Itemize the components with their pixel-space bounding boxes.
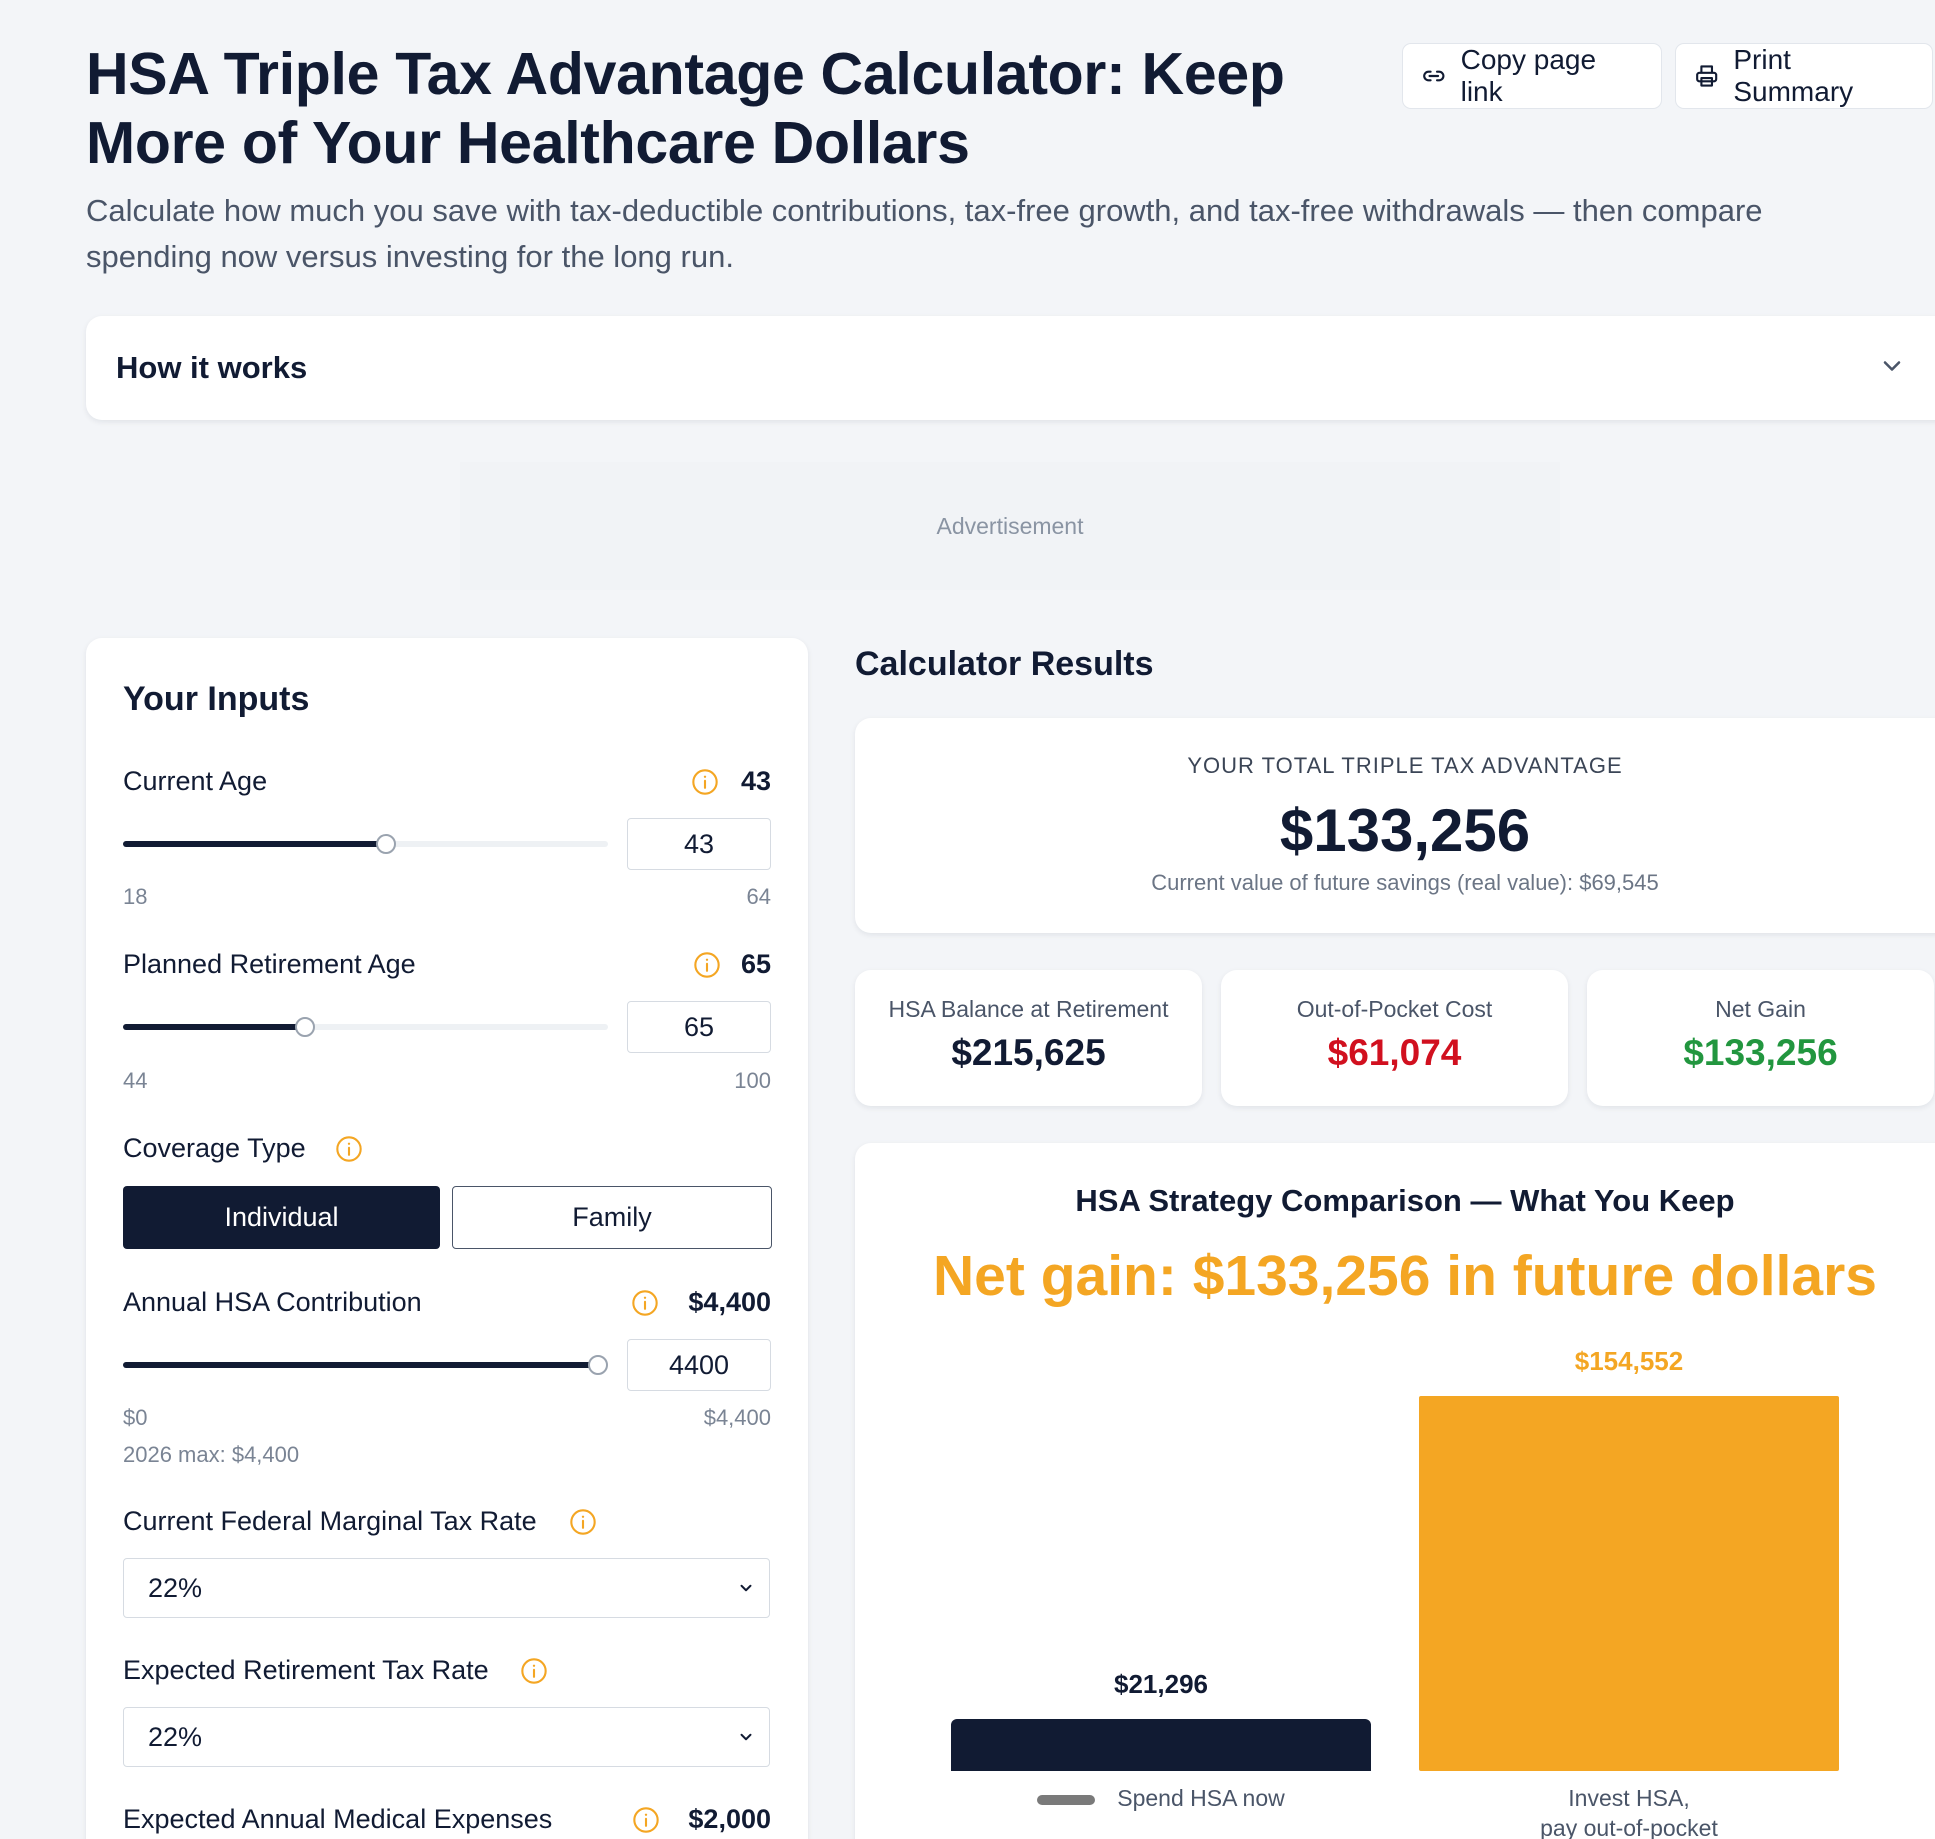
- chevron-down-icon: [1883, 361, 1901, 371]
- stat-label: Net Gain: [1715, 996, 1806, 1022]
- current-age-max: 64: [746, 884, 771, 909]
- current-age-input[interactable]: 43: [627, 818, 771, 870]
- info-icon[interactable]: [691, 768, 719, 796]
- chart-bar: [951, 1719, 1371, 1771]
- info-icon[interactable]: [569, 1508, 597, 1536]
- retirement-tax-rate-selected: 22%: [148, 1721, 203, 1752]
- printer-icon: [1696, 65, 1718, 87]
- strategy-comparison-chart: HSA Strategy Comparison — What You Keep …: [855, 1143, 1935, 1839]
- chart-bar: [1419, 1396, 1839, 1771]
- total-advantage-card: YOUR TOTAL TRIPLE TAX ADVANTAGE $133,256…: [855, 718, 1935, 933]
- contribution-max: $4,400: [703, 1405, 771, 1430]
- contribution-value: $4,400: [688, 1287, 771, 1317]
- current-age-value: 43: [740, 766, 771, 796]
- coverage-family-button[interactable]: Family: [452, 1186, 772, 1249]
- total-advantage-label: YOUR TOTAL TRIPLE TAX ADVANTAGE: [1187, 753, 1623, 778]
- chart-category-text: Spend HSA now: [1117, 1785, 1285, 1811]
- current-age-label: Current Age: [123, 766, 268, 796]
- how-it-works-label: How it works: [116, 350, 308, 385]
- current-tax-rate-select[interactable]: 22%: [123, 1558, 770, 1618]
- chart-value-label: $154,552: [1574, 1346, 1684, 1376]
- print-summary-label: Print Summary: [1733, 44, 1854, 107]
- contribution-max-note: 2026 max: $4,400: [123, 1442, 300, 1467]
- page-subtitle: Calculate how much you save with tax-ded…: [86, 193, 1763, 274]
- chart-category-text: Invest HSA,: [1568, 1785, 1690, 1811]
- retirement-age-label: Planned Retirement Age: [123, 949, 416, 979]
- info-icon[interactable]: [693, 951, 721, 979]
- chart-headline: Net gain: $133,256 in future dollars: [933, 1244, 1877, 1308]
- chart-value-label: $21,296: [1114, 1669, 1208, 1699]
- total-advantage-subtext: Current value of future savings (real va…: [1151, 870, 1659, 895]
- contribution-min: $0: [123, 1405, 148, 1430]
- copy-link-button[interactable]: Copy page link: [1402, 43, 1662, 109]
- total-advantage-value: $133,256: [1279, 797, 1531, 864]
- chart-plot-area: $21,296 Spend HSA now $154,552 Invest HSA, p…: [855, 1143, 1935, 1839]
- retirement-age-max: 100: [734, 1068, 771, 1093]
- info-icon[interactable]: [335, 1135, 363, 1163]
- stat-value: $133,256: [1683, 1032, 1838, 1073]
- coverage-individual-button[interactable]: Individual: [123, 1186, 440, 1249]
- current-age-slider-thumb[interactable]: [376, 834, 396, 854]
- chart-category-label: Invest HSA, pay out-of-pocket: [1419, 1783, 1839, 1839]
- advertisement-label: Advertisement: [936, 512, 1084, 539]
- chevron-down-icon: [740, 1733, 752, 1741]
- chart-category-text: pay out-of-pocket: [1540, 1815, 1718, 1839]
- retirement-tax-rate-select[interactable]: 22%: [123, 1707, 770, 1767]
- copy-link-label: Copy page link: [1460, 44, 1597, 107]
- stat-value: $215,625: [951, 1032, 1106, 1073]
- retirement-age-slider-fill: [123, 1024, 305, 1030]
- coverage-type-label: Coverage Type: [123, 1133, 306, 1163]
- retirement-age-input[interactable]: 65: [627, 1001, 771, 1053]
- contribution-slider-fill: [123, 1362, 598, 1368]
- advertisement-slot: Advertisement: [460, 462, 1560, 590]
- current-age-slider-fill: [123, 841, 386, 847]
- print-summary-button[interactable]: Print Summary: [1675, 43, 1933, 109]
- results-title: Calculator Results: [855, 645, 1154, 683]
- medical-expenses-label: Expected Annual Medical Expenses: [123, 1804, 553, 1834]
- info-icon[interactable]: [632, 1806, 660, 1834]
- stat-net-gain: Net Gain $133,256: [1587, 970, 1934, 1106]
- stat-hsa-balance: HSA Balance at Retirement $215,625: [855, 970, 1202, 1106]
- current-tax-rate-selected: 22%: [148, 1572, 203, 1603]
- current-age-min: 18: [123, 884, 148, 909]
- medical-expenses-value: $2,000: [688, 1804, 771, 1834]
- chart-category-label: Spend HSA now: [951, 1783, 1371, 1813]
- page-title: HSA Triple Tax Advantage Calculator: Kee…: [86, 41, 1285, 176]
- stat-label: HSA Balance at Retirement: [888, 996, 1169, 1022]
- inputs-title: Your Inputs: [123, 680, 310, 718]
- retirement-age-min: 44: [123, 1068, 148, 1093]
- retirement-age-slider-thumb[interactable]: [295, 1017, 315, 1037]
- how-it-works-toggle[interactable]: How it works: [86, 316, 1935, 420]
- chevron-down-icon: [740, 1584, 752, 1592]
- retirement-tax-rate-label: Expected Retirement Tax Rate: [123, 1655, 489, 1685]
- chart-title: HSA Strategy Comparison — What You Keep: [1075, 1183, 1735, 1218]
- inputs-panel: Your Inputs Current Age 43 43 18 64 Plan…: [86, 638, 808, 1839]
- legend-swatch: [1037, 1794, 1096, 1805]
- info-icon[interactable]: [631, 1289, 659, 1317]
- stat-out-of-pocket: Out-of-Pocket Cost $61,074: [1221, 970, 1568, 1106]
- contribution-slider[interactable]: [123, 1355, 608, 1375]
- current-tax-rate-label: Current Federal Marginal Tax Rate: [123, 1506, 537, 1536]
- contribution-slider-thumb[interactable]: [588, 1355, 608, 1375]
- contribution-label: Annual HSA Contribution: [123, 1287, 422, 1317]
- stat-label: Out-of-Pocket Cost: [1296, 996, 1493, 1022]
- link-icon: [1423, 70, 1445, 82]
- current-age-slider[interactable]: [123, 834, 608, 854]
- contribution-input[interactable]: 4400: [627, 1339, 771, 1391]
- stat-value: $61,074: [1327, 1032, 1462, 1073]
- retirement-age-value: 65: [740, 949, 771, 979]
- info-icon[interactable]: [520, 1657, 548, 1685]
- retirement-age-slider[interactable]: [123, 1017, 608, 1037]
